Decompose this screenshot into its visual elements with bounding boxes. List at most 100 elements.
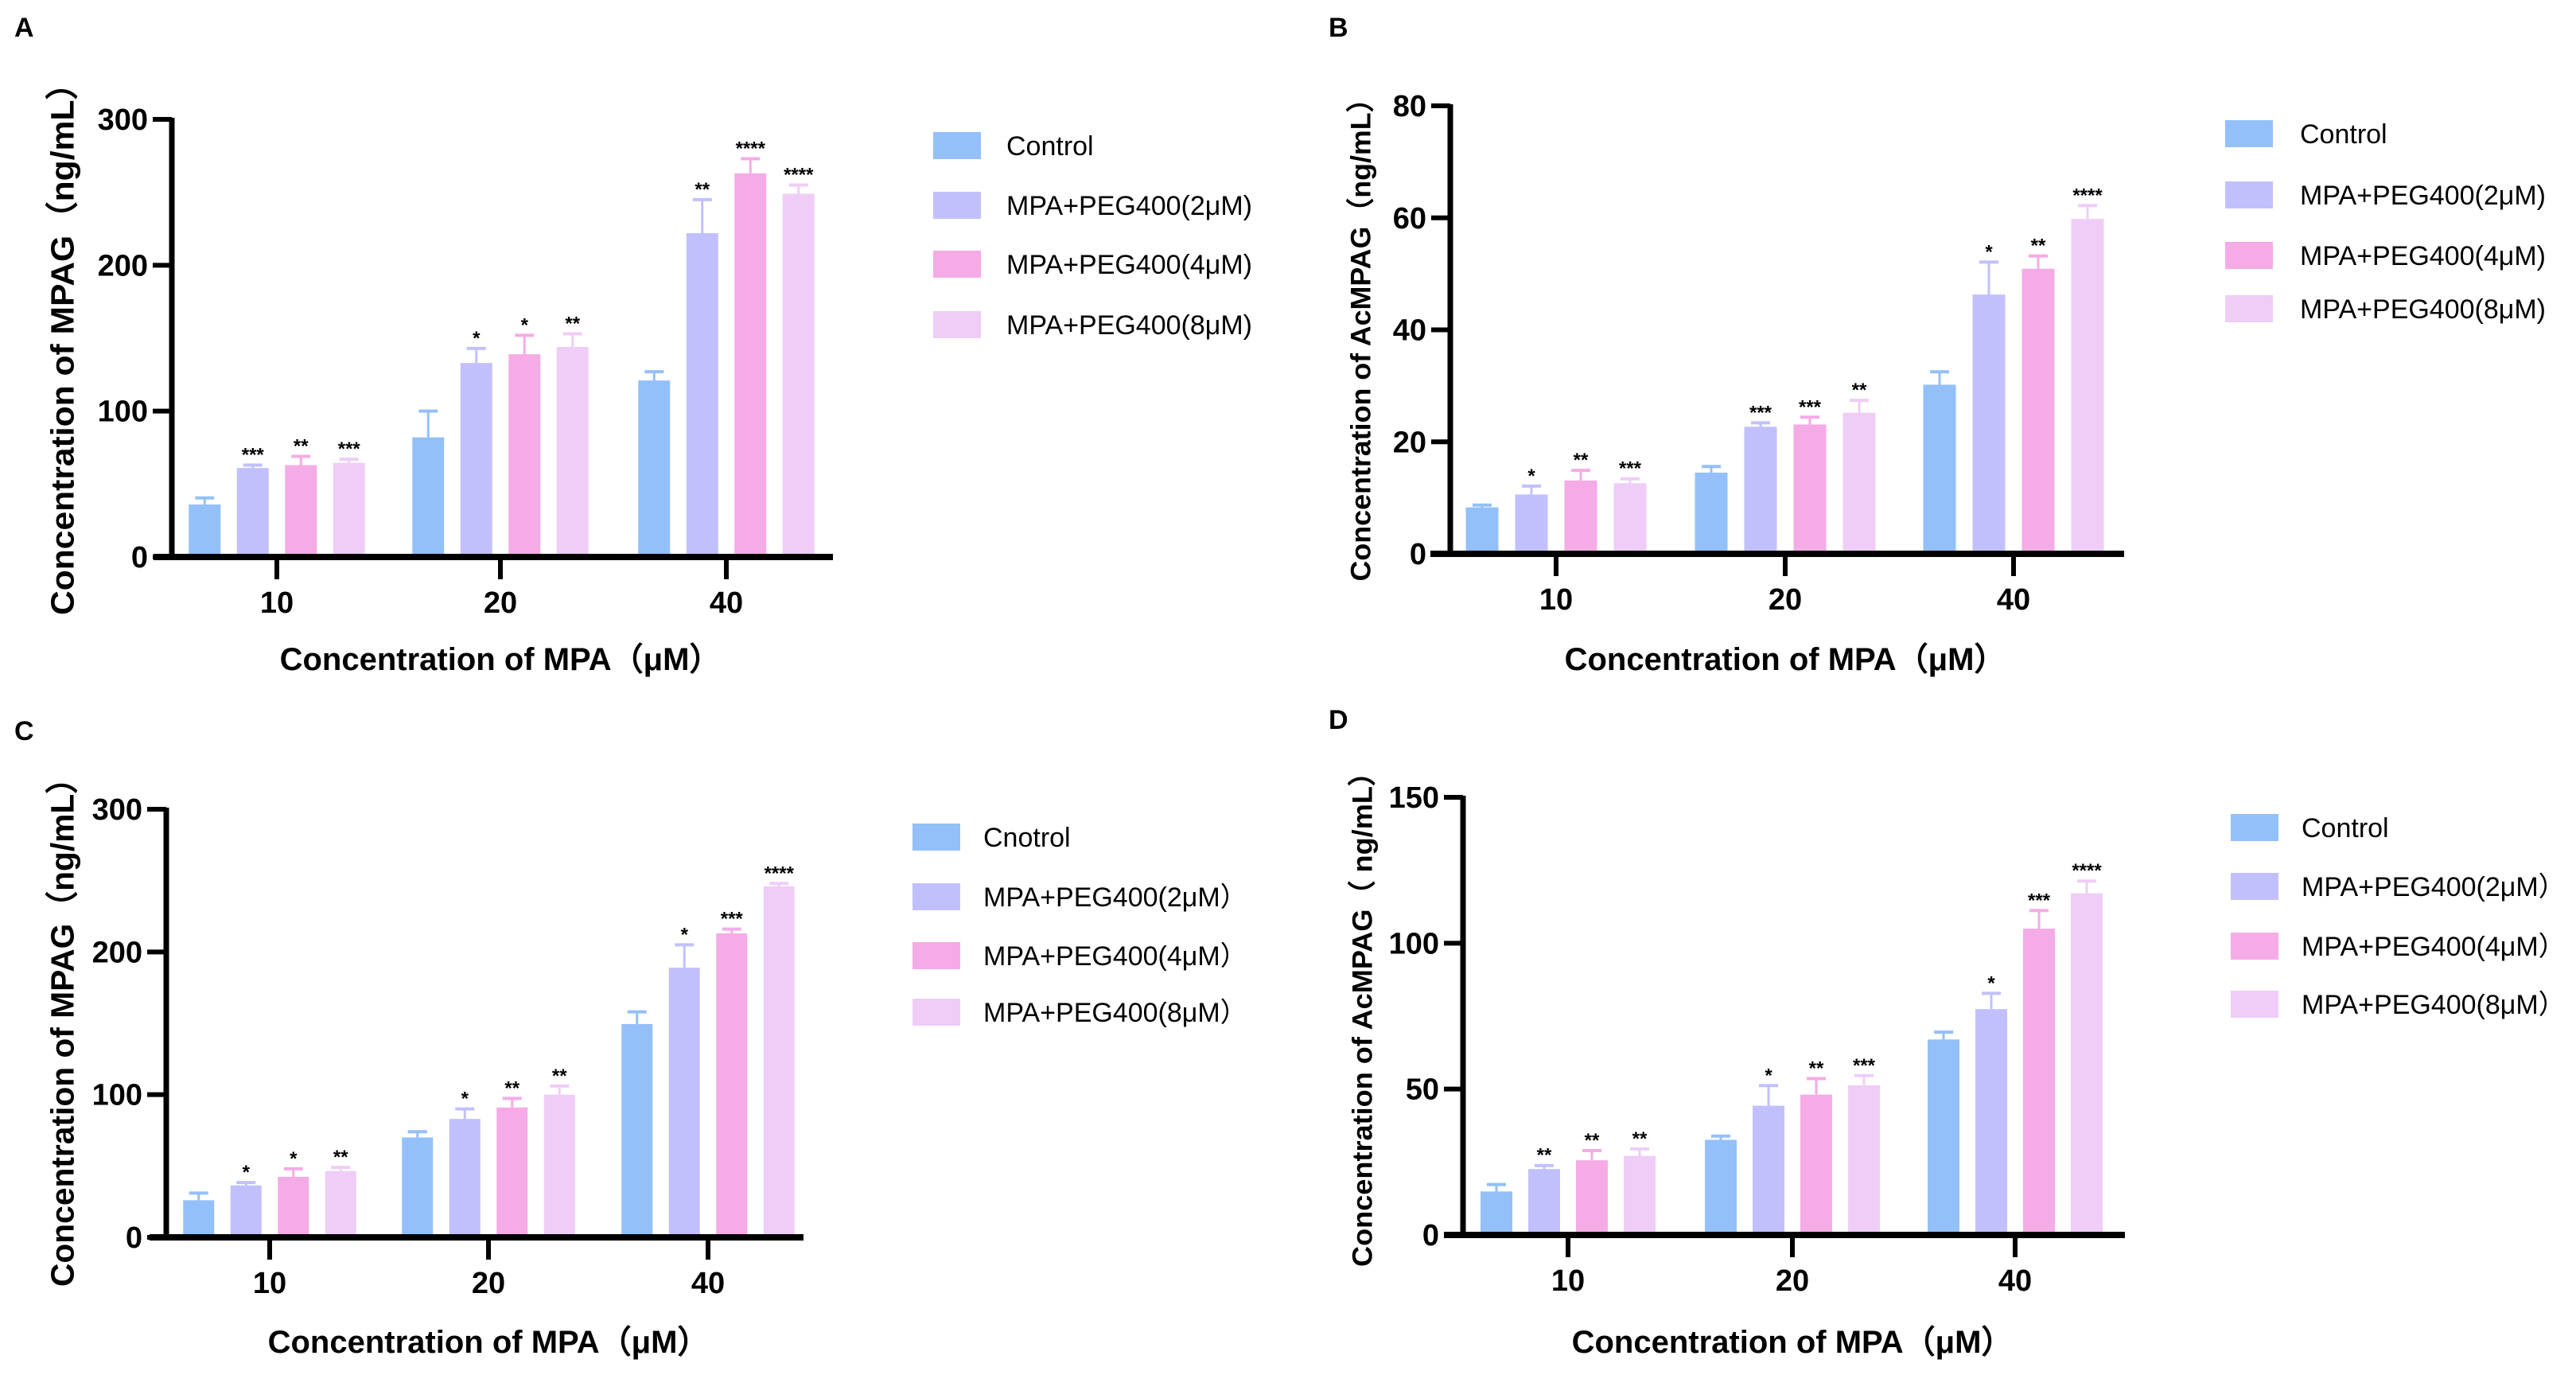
bar <box>2021 268 2055 554</box>
legend-item: MPA+PEG400(8μM） <box>912 998 1247 1028</box>
significance-label: **** <box>736 138 766 160</box>
bar <box>668 968 700 1237</box>
legend-label: MPA+PEG400(4μM) <box>2300 241 2546 271</box>
x-tick-label: 40 <box>1997 583 2030 617</box>
legend-item: MPA+PEG400(4μM) <box>933 250 1252 280</box>
legend-swatch <box>912 883 960 910</box>
legend-label: MPA+PEG400(8μM) <box>1006 310 1252 341</box>
legend-swatch <box>2231 873 2278 900</box>
bar <box>1800 1094 1832 1235</box>
y-tick-label: 150 <box>1389 781 1439 815</box>
legend: Control MPA+PEG400(2μM） MPA+PEG400(4μM） MPA… <box>2231 813 2566 1020</box>
panel-letter: C <box>14 716 34 746</box>
legend-item: MPA+PEG400(4μM） <box>912 941 1247 972</box>
legend-label: MPA+PEG400(2μM) <box>1006 191 1252 221</box>
significance-label: ** <box>1809 1058 1824 1079</box>
legend-item: MPA+PEG400(2μM) <box>2225 181 2546 211</box>
legend-label: MPA+PEG400(8μM) <box>2300 294 2546 325</box>
legend-label: MPA+PEG400(4μM) <box>1006 250 1252 280</box>
bar <box>1695 472 1728 554</box>
x-tick-label: 20 <box>1776 1264 1809 1298</box>
bar <box>449 1119 481 1237</box>
legend-swatch <box>933 192 981 219</box>
bar <box>508 354 541 557</box>
legend-swatch <box>912 999 960 1026</box>
legend-label: Control <box>2302 813 2389 843</box>
bar <box>278 1176 309 1237</box>
significance-label: *** <box>721 909 744 930</box>
y-axis-label: Concentration of MPAG（ng/mL） <box>44 762 80 1287</box>
bar <box>412 437 445 557</box>
y-tick-label: 0 <box>1410 538 1426 571</box>
bar <box>460 363 492 557</box>
panel-letter: B <box>1329 13 1348 43</box>
significance-label: ** <box>1585 1130 1600 1151</box>
legend-item: MPA+PEG400(4μM) <box>2225 241 2546 271</box>
x-tick-label: 40 <box>710 586 743 620</box>
significance-label: *** <box>1619 458 1642 480</box>
x-axis-label: Concentration of MPA（μM） <box>280 642 722 677</box>
significance-label: *** <box>1853 1055 1876 1077</box>
bar <box>1975 1009 2007 1235</box>
bar <box>1753 1105 1784 1235</box>
legend-label: MPA+PEG400(2μM） <box>983 882 1247 913</box>
y-tick-label: 300 <box>92 793 142 827</box>
legend-label: MPA+PEG400(4μM） <box>2302 932 2566 962</box>
significance-label: * <box>290 1148 298 1170</box>
significance-label: ** <box>1632 1128 1648 1150</box>
significance-label: **** <box>2072 860 2102 882</box>
legend: Control MPA+PEG400(2μM) MPA+PEG400(4μM) MPA… <box>933 131 1252 341</box>
y-tick-label: 200 <box>98 249 148 282</box>
significance-label: ** <box>565 314 580 335</box>
legend-label: MPA+PEG400(8μM） <box>983 998 1247 1028</box>
significance-label: **** <box>784 165 814 186</box>
bar <box>543 1094 575 1237</box>
x-tick-label: 10 <box>253 1267 286 1300</box>
significance-label: * <box>681 924 689 945</box>
legend-item: Cnotrol <box>912 823 1071 853</box>
y-axis-label: Concentration of MPAG（ng/mL） <box>44 66 80 615</box>
significance-label: *** <box>1749 402 1772 423</box>
y-axis-label: Concentration of AcMPAG（ng/mL） <box>1345 84 1376 582</box>
bar <box>2071 219 2104 554</box>
significance-label: ** <box>333 1147 348 1168</box>
bar <box>325 1171 356 1237</box>
bar <box>1481 1191 1512 1235</box>
legend-label: MPA+PEG400(8μM） <box>2302 990 2566 1020</box>
significance-label: * <box>1765 1065 1772 1086</box>
legend-swatch <box>912 824 960 851</box>
bar <box>2023 929 2055 1235</box>
y-tick-label: 0 <box>1422 1219 1439 1252</box>
x-axis-label: Concentration of MPA（μM） <box>1565 642 2006 677</box>
significance-label: * <box>243 1162 251 1183</box>
significance-label: * <box>473 328 481 349</box>
y-tick-label: 0 <box>126 1221 142 1255</box>
bar <box>686 233 718 557</box>
x-tick-label: 20 <box>1769 583 1802 617</box>
significance-label: *** <box>1799 396 1822 418</box>
bar <box>763 886 795 1237</box>
bar <box>1923 384 1956 554</box>
legend-swatch <box>2231 814 2278 841</box>
y-tick-label: 100 <box>1389 927 1439 960</box>
legend-swatch <box>2225 295 2273 322</box>
significance-label: ** <box>294 436 309 458</box>
bar <box>1613 483 1647 554</box>
legend-item: Control <box>2231 813 2389 843</box>
y-tick-label: 0 <box>131 541 148 575</box>
bar <box>1465 507 1499 554</box>
bar <box>1793 424 1827 554</box>
y-tick-label: 300 <box>98 103 148 137</box>
bar <box>638 380 671 557</box>
y-tick-label: 100 <box>98 395 148 429</box>
legend-item: MPA+PEG400(8μM) <box>933 310 1252 341</box>
bar <box>1528 1169 1560 1235</box>
x-tick-label: 20 <box>472 1267 505 1300</box>
legend-label: MPA+PEG400(2μM） <box>2302 872 2566 902</box>
significance-label: ** <box>504 1077 519 1099</box>
legend-item: MPA+PEG400(8μM） <box>2231 990 2566 1020</box>
significance-label: ** <box>695 179 710 201</box>
x-axis-label: Concentration of MPA（μM） <box>1572 1325 2014 1360</box>
legend-item: MPA+PEG400(8μM) <box>2225 294 2546 325</box>
